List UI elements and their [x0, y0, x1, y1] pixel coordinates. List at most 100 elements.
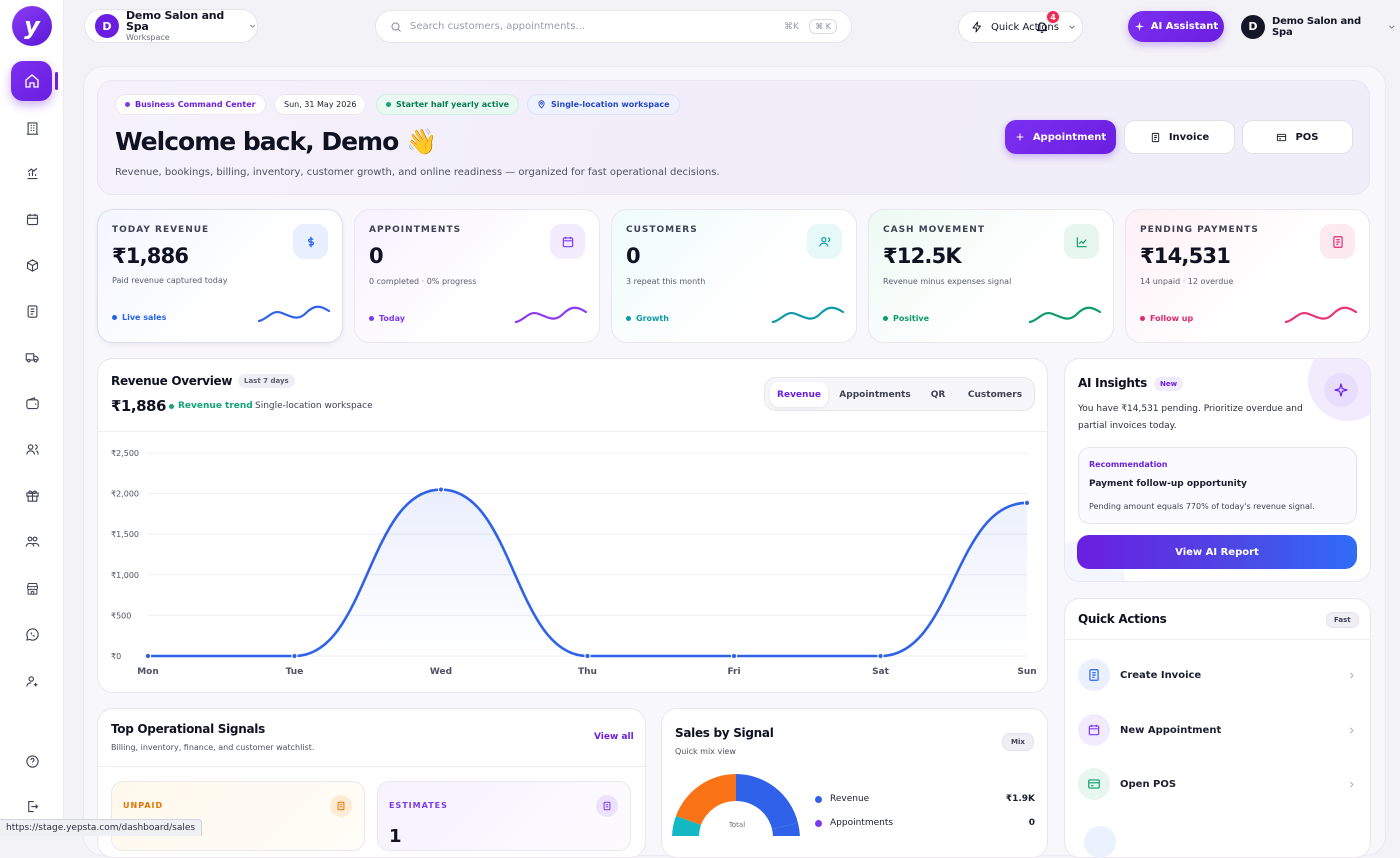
- y-tick-label: ₹2,000: [111, 490, 139, 499]
- search-bar[interactable]: ⌘K ⌘ K: [375, 10, 852, 43]
- workspace-switcher[interactable]: D Demo Salon and Spa Workspace: [84, 9, 258, 43]
- kpi-label: CUSTOMERS: [626, 225, 698, 235]
- view-ai-report-button[interactable]: View AI Report: [1077, 535, 1357, 569]
- kpi-icon-box: [1064, 224, 1099, 259]
- signal-card-unpaid[interactable]: UNPAID: [111, 781, 365, 851]
- new-invoice-button[interactable]: Invoice: [1124, 120, 1235, 154]
- sidebar-item-home[interactable]: [11, 61, 52, 101]
- kpi-label: PENDING PAYMENTS: [1140, 225, 1259, 235]
- kpi-value: 0: [626, 244, 641, 268]
- ai-new-badge: New: [1154, 377, 1184, 391]
- location-pin-icon: [538, 100, 545, 109]
- donut-segment: [672, 816, 701, 836]
- qa-icon-box: [1078, 659, 1110, 691]
- sidebar-item-business[interactable]: [16, 112, 48, 144]
- quick-actions-dropdown[interactable]: Quick Actions: [958, 11, 1083, 43]
- tab-appointments[interactable]: Appointments: [839, 389, 911, 400]
- tab-revenue[interactable]: Revenue: [770, 382, 828, 407]
- sidebar-item-wallet[interactable]: [16, 387, 48, 419]
- quick-actions-badge: Fast: [1326, 612, 1359, 628]
- tag-dot: [112, 315, 117, 320]
- search-input[interactable]: [410, 21, 770, 32]
- kpi-card-today-revenue[interactable]: TODAY REVENUE ₹1,886 Paid revenue captur…: [97, 209, 343, 343]
- notifications-button[interactable]: [1030, 14, 1054, 40]
- user-menu[interactable]: D Demo Salon and Spa: [1234, 10, 1397, 43]
- quick-actions-card: [1064, 598, 1371, 858]
- sidebar: y: [0, 0, 64, 836]
- quick-action-label: New Appointment: [1120, 724, 1222, 736]
- plus-icon: [1016, 133, 1024, 141]
- help-button[interactable]: [16, 745, 48, 777]
- rupee-icon: [307, 236, 314, 247]
- divider: [1064, 639, 1371, 640]
- hero-subtitle: Revenue, bookings, billing, inventory, c…: [115, 167, 720, 178]
- signal-icon-box: [330, 795, 352, 817]
- lightning-icon: [972, 21, 981, 33]
- kpi-subtext: Revenue minus expenses signal: [883, 277, 1012, 286]
- quick-action-create-invoice[interactable]: Create Invoice: [1078, 655, 1356, 695]
- signal-value: 1: [389, 826, 402, 847]
- logout-button[interactable]: [16, 790, 48, 822]
- welcome-text: Welcome back, Demo: [115, 127, 399, 156]
- sidebar-item-calendar[interactable]: [16, 203, 48, 235]
- user-icon: [818, 236, 830, 247]
- legend-value: ₹1.9K: [1005, 794, 1035, 804]
- tab-customers[interactable]: Customers: [967, 389, 1023, 400]
- kpi-card-customers[interactable]: CUSTOMERS 0 3 repeat this month Growth: [611, 209, 857, 343]
- workspace-type: Workspace: [126, 33, 170, 42]
- logo-letter: y: [24, 12, 40, 40]
- sidebar-item-user-settings[interactable]: [16, 665, 48, 697]
- document-icon: [603, 801, 611, 811]
- donut-segment: [676, 774, 736, 825]
- reports-icon: [27, 167, 37, 179]
- qa-icon-box: [1078, 768, 1110, 800]
- data-point: [877, 652, 884, 660]
- topbar: D Demo Salon and Spa Workspace ⌘K ⌘ K Qu…: [64, 0, 1400, 56]
- sidebar-item-delivery[interactable]: [16, 341, 48, 373]
- view-all-link[interactable]: View all: [594, 732, 634, 742]
- quick-action-label: Open POS: [1120, 778, 1177, 790]
- chip-location-text: Single-location workspace: [551, 100, 670, 109]
- sidebar-item-customers[interactable]: [16, 433, 48, 465]
- user-avatar: D: [1241, 14, 1265, 39]
- wave-emoji: 👋: [405, 127, 437, 156]
- kpi-card-pending-payments[interactable]: PENDING PAYMENTS ₹14,531 14 unpaid · 12 …: [1125, 209, 1370, 343]
- quick-action-open-pos[interactable]: Open POS: [1078, 764, 1356, 804]
- pos-icon: [1277, 133, 1287, 141]
- legend-item-appointments: Appointments 0: [815, 816, 1035, 830]
- chevron-down-icon: [1069, 25, 1075, 29]
- brand-logo[interactable]: y: [12, 6, 52, 46]
- kpi-sparkline: [515, 306, 587, 324]
- sidebar-item-invoices[interactable]: [16, 295, 48, 327]
- sidebar-item-store[interactable]: [16, 572, 48, 604]
- pos-button[interactable]: POS: [1242, 120, 1353, 154]
- team-icon: [25, 536, 39, 547]
- kpi-subtext: 14 unpaid · 12 overdue: [1140, 277, 1234, 286]
- kpi-value: ₹12.5K: [883, 244, 962, 268]
- sidebar-item-team[interactable]: [16, 525, 48, 557]
- sparkle-icon: [1334, 383, 1348, 397]
- tab-qr[interactable]: QR: [930, 389, 946, 400]
- revenue-chart: ₹0 ₹500 ₹1,000 ₹1,500 ₹2,000 ₹2,500 Mon Tue Wed T…: [111, 449, 1037, 677]
- signal-card-estimates[interactable]: ESTIMATES 1: [377, 781, 631, 851]
- kpi-tag-text: Positive: [893, 314, 930, 323]
- y-tick-label: ₹1,000: [111, 571, 139, 580]
- sidebar-item-gifts[interactable]: [16, 479, 48, 511]
- sidebar-item-inventory[interactable]: [16, 249, 48, 281]
- x-tick-label: Tue: [286, 667, 304, 677]
- kpi-value: 0: [369, 244, 384, 268]
- sidebar-item-reports[interactable]: [16, 157, 48, 189]
- new-appointment-button[interactable]: Appointment: [1005, 120, 1116, 154]
- quick-action-new-appointment[interactable]: New Appointment: [1078, 710, 1356, 750]
- ai-assistant-button[interactable]: AI Assistant: [1128, 11, 1224, 42]
- chevron-down-icon: [249, 24, 256, 28]
- kpi-card-cash-movement[interactable]: CASH MOVEMENT ₹12.5K Revenue minus expen…: [868, 209, 1114, 343]
- calendar-icon: [26, 213, 38, 225]
- search-shortcut-badge[interactable]: ⌘ K: [809, 19, 837, 34]
- kpi-card-appointments[interactable]: APPOINTMENTS 0 0 completed · 0% progress…: [354, 209, 600, 343]
- sidebar-item-whatsapp[interactable]: [16, 618, 48, 650]
- receipt-icon: [337, 801, 345, 811]
- ai-sparkle-badge: [1324, 373, 1358, 407]
- legend-item-revenue: Revenue ₹1.9K: [815, 792, 1035, 806]
- donut-center-label: Total: [728, 821, 746, 829]
